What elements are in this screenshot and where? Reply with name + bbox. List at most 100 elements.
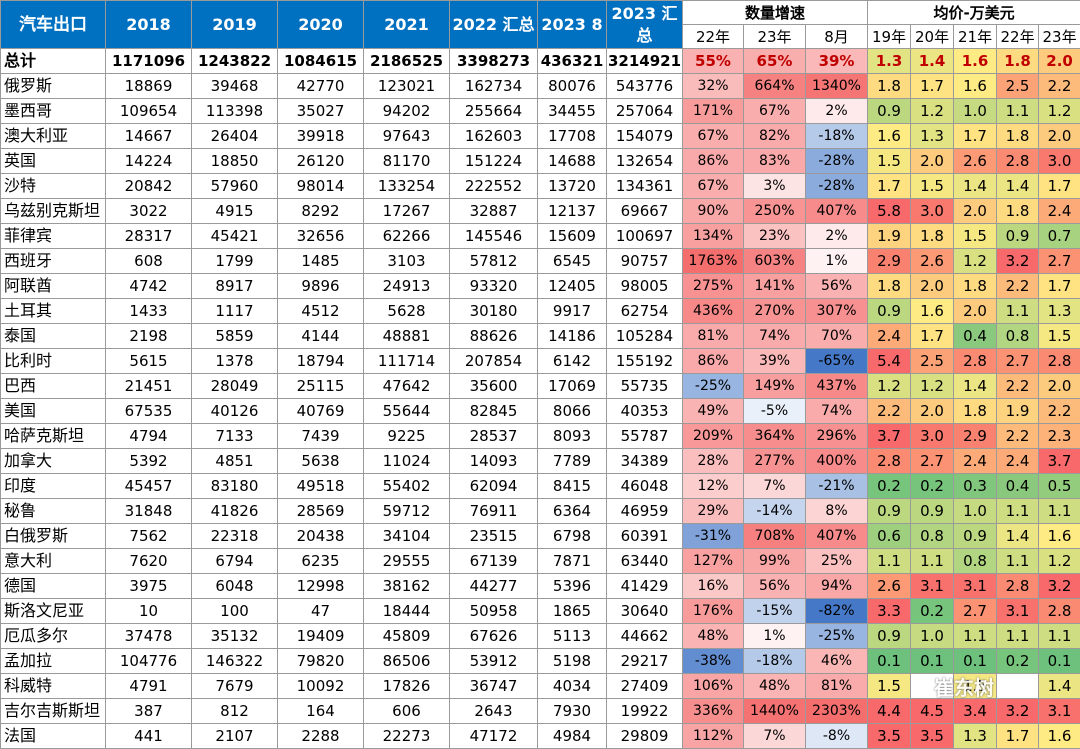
price-cell: 3.2 (997, 699, 1039, 724)
price-cell: 2.0 (911, 399, 954, 424)
value-cell: 32656 (278, 224, 364, 249)
price-cell: 0.9 (954, 524, 997, 549)
growth-cell: 65% (744, 49, 806, 74)
price-cell: 1.0 (954, 99, 997, 124)
price-cell: 2.7 (911, 449, 954, 474)
growth-cell: 296% (806, 424, 868, 449)
value-cell: 9225 (364, 424, 450, 449)
value-cell: 34389 (607, 449, 683, 474)
price-cell: 1.5 (868, 674, 911, 699)
growth-cell: -18% (806, 124, 868, 149)
price-cell: 1.3 (911, 124, 954, 149)
value-cell: 146322 (192, 649, 278, 674)
price-cell: 3.0 (911, 199, 954, 224)
value-cell: 8093 (538, 424, 607, 449)
value-cell: 25115 (278, 374, 364, 399)
growth-cell: 48% (683, 624, 744, 649)
price-cell: 3.0 (911, 424, 954, 449)
value-cell: 8292 (278, 199, 364, 224)
price-cell: 1.1 (997, 299, 1039, 324)
price-cell: 2.5 (911, 349, 954, 374)
value-cell: 62266 (364, 224, 450, 249)
price-cell: 1.7 (954, 124, 997, 149)
growth-cell: 364% (744, 424, 806, 449)
value-cell: 18869 (106, 74, 192, 99)
price-cell: 0.9 (997, 224, 1039, 249)
growth-cell: 82% (744, 124, 806, 149)
header-2022-total: 2022 汇总 (450, 1, 538, 49)
value-cell: 28317 (106, 224, 192, 249)
header-price-19: 19年 (868, 25, 911, 49)
value-cell: 46959 (607, 499, 683, 524)
growth-cell: 250% (744, 199, 806, 224)
value-cell: 4034 (538, 674, 607, 699)
row-name: 墨西哥 (1, 99, 106, 124)
price-cell: 1.4 (1039, 674, 1080, 699)
value-cell: 1084615 (278, 49, 364, 74)
header-2018: 2018 (106, 1, 192, 49)
growth-cell: -82% (806, 599, 868, 624)
price-cell: 1.1 (997, 499, 1039, 524)
price-cell: 1.1 (868, 549, 911, 574)
growth-cell: 56% (744, 574, 806, 599)
growth-cell: 141% (744, 274, 806, 299)
price-cell: 1.9 (997, 399, 1039, 424)
price-cell: 2.6 (868, 574, 911, 599)
value-cell: 57960 (192, 174, 278, 199)
value-cell: 67626 (450, 624, 538, 649)
price-cell: 1.5 (954, 224, 997, 249)
price-cell: 2.8 (954, 349, 997, 374)
value-cell: 60391 (607, 524, 683, 549)
price-cell: 2.2 (868, 399, 911, 424)
value-cell: 1799 (192, 249, 278, 274)
row-name: 英国 (1, 149, 106, 174)
value-cell: 44277 (450, 574, 538, 599)
growth-cell: 25% (806, 549, 868, 574)
value-cell: 155192 (607, 349, 683, 374)
price-cell: 2.8 (868, 449, 911, 474)
growth-cell: 3% (744, 174, 806, 199)
growth-cell: 46% (806, 649, 868, 674)
growth-cell: 407% (806, 199, 868, 224)
value-cell: 4915 (192, 199, 278, 224)
row-name: 乌兹别克斯坦 (1, 199, 106, 224)
value-cell: 97643 (364, 124, 450, 149)
value-cell: 14186 (538, 324, 607, 349)
price-cell: 2.7 (997, 349, 1039, 374)
price-cell: 0.7 (1039, 224, 1080, 249)
row-name: 科威特 (1, 674, 106, 699)
price-cell: 0.9 (868, 499, 911, 524)
growth-cell: 48% (744, 674, 806, 699)
value-cell: 49518 (278, 474, 364, 499)
value-cell: 17708 (538, 124, 607, 149)
price-cell: 1.7 (1039, 174, 1080, 199)
value-cell: 100 (192, 599, 278, 624)
growth-cell: -21% (806, 474, 868, 499)
row-name: 印度 (1, 474, 106, 499)
value-cell: 2107 (192, 724, 278, 749)
price-cell: 0.8 (997, 324, 1039, 349)
price-cell: 1.8 (954, 274, 997, 299)
value-cell: 154079 (607, 124, 683, 149)
price-cell: 1.2 (954, 249, 997, 274)
value-cell: 7439 (278, 424, 364, 449)
price-cell: 0.2 (997, 649, 1039, 674)
row-name: 白俄罗斯 (1, 524, 106, 549)
price-cell: 0.9 (868, 299, 911, 324)
growth-cell: 275% (683, 274, 744, 299)
value-cell: 10 (106, 599, 192, 624)
price-cell: 1.4 (954, 374, 997, 399)
price-cell: 2.7 (954, 599, 997, 624)
growth-cell: -28% (806, 149, 868, 174)
value-cell: 55644 (364, 399, 450, 424)
value-cell: 31848 (106, 499, 192, 524)
value-cell: 1378 (192, 349, 278, 374)
price-cell: 0.1 (954, 649, 997, 674)
value-cell: 98014 (278, 174, 364, 199)
